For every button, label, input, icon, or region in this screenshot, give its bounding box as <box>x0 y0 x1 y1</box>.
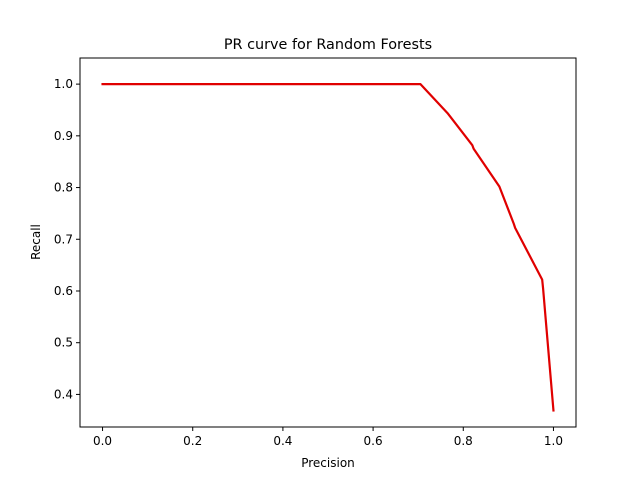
pr-curve-line <box>101 83 555 412</box>
plot-area <box>80 58 576 427</box>
y-tick-label: 0.9 <box>54 129 73 143</box>
x-tick-label: 0.4 <box>273 434 292 448</box>
x-axis-ticks: 0.0 0.2 0.4 0.6 0.8 1.0 <box>93 427 563 448</box>
chart-title: PR curve for Random Forests <box>224 37 432 53</box>
y-tick-label: 0.7 <box>54 232 73 246</box>
x-tick-label: 1.0 <box>544 434 563 448</box>
x-tick-label: 0.6 <box>364 434 383 448</box>
x-tick-label: 0.8 <box>454 434 473 448</box>
y-tick-label: 0.4 <box>54 387 73 401</box>
y-tick-label: 0.5 <box>54 336 73 350</box>
series-layer <box>101 83 555 412</box>
y-axis-ticks: 0.4 0.5 0.6 0.7 0.8 0.9 1.0 <box>54 77 80 401</box>
y-tick-label: 0.8 <box>54 181 73 195</box>
x-tick-label: 0.2 <box>183 434 202 448</box>
plot-frame <box>79 57 577 428</box>
y-axis-label: Recall <box>29 224 43 260</box>
x-tick-label: 0.0 <box>93 434 112 448</box>
x-axis-label: Precision <box>301 456 355 470</box>
y-tick-label: 1.0 <box>54 77 73 91</box>
y-tick-label: 0.6 <box>54 284 73 298</box>
